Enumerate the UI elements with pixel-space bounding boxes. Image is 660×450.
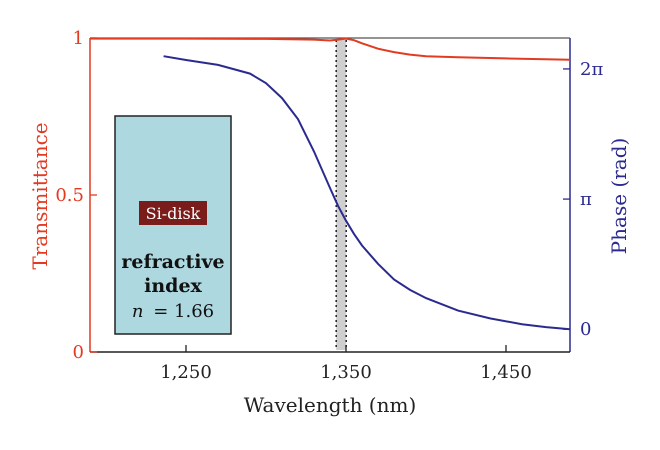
y-left-axis-label: Transmittance [28, 122, 52, 269]
y-right-tick-label: 0 [580, 319, 591, 340]
box-line-n-value: n = 1.66 [132, 301, 214, 322]
series-transmittance-line [90, 37, 571, 61]
y-left-tick-label: 0 [73, 342, 84, 363]
y-right-axis-label: Phase (rad) [607, 138, 631, 255]
series-phase-line [163, 55, 571, 331]
y-left-tick-label: 1 [73, 28, 84, 49]
marker-band [336, 40, 347, 350]
box-line-refractive: refractive [121, 251, 224, 273]
y-right-tick-label: π [580, 189, 592, 210]
y-left-tick-label: 0.5 [55, 185, 84, 206]
box-line-index: index [144, 275, 202, 297]
si-disk-tag-label: Si-disk [146, 204, 201, 223]
ticks: 1,250 1,350 1,450 0 0.5 1 0 π 2π [55, 28, 603, 383]
n-value: = 1.66 [153, 301, 214, 322]
x-tick-label: 1,350 [320, 362, 372, 383]
resonance-marker [335, 40, 347, 350]
x-tick-label: 1,250 [160, 362, 212, 383]
x-tick-label: 1,450 [480, 362, 532, 383]
x-axis-label: Wavelength (nm) [244, 393, 417, 417]
si-disk-tag [139, 201, 207, 225]
series-layer [90, 37, 571, 331]
inset-box: Si-disk refractive index n = 1.66 [114, 115, 232, 335]
n-symbol: n [132, 301, 144, 322]
y-right-tick-label: 2π [580, 59, 603, 80]
